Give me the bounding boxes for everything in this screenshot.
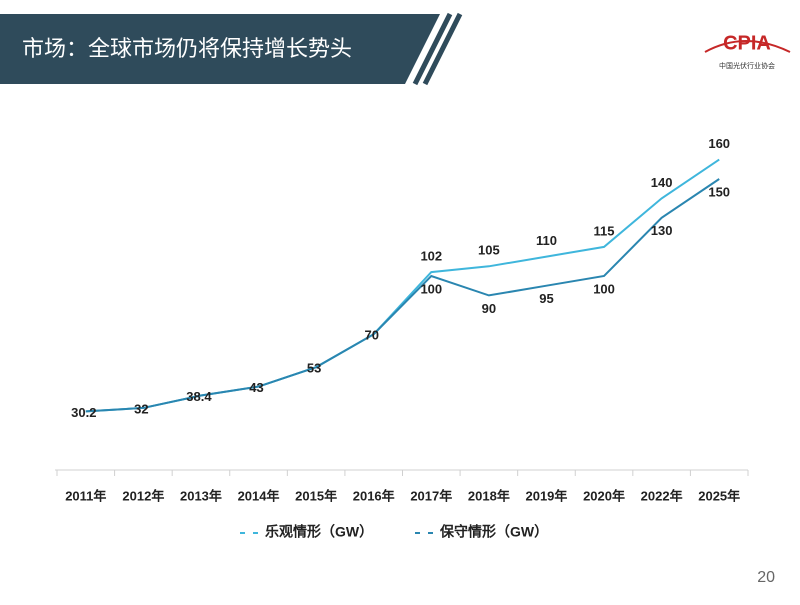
series-line bbox=[85, 158, 720, 413]
logo-name: CPIA bbox=[723, 32, 771, 54]
x-tick-label: 2013年 bbox=[180, 488, 222, 503]
data-label: 70 bbox=[364, 328, 378, 343]
legend-label: 乐观情形（GW） bbox=[265, 524, 373, 540]
data-label: 43 bbox=[249, 380, 263, 395]
data-label: 105 bbox=[478, 243, 500, 258]
logo-org: 中国光伏行业协会 bbox=[719, 61, 775, 70]
data-label: 115 bbox=[594, 223, 615, 238]
x-tick-label: 2017年 bbox=[410, 488, 452, 503]
data-label: 90 bbox=[482, 301, 496, 316]
data-label: 140 bbox=[651, 175, 673, 190]
data-label: 102 bbox=[420, 249, 442, 264]
x-tick-label: 2022年 bbox=[641, 488, 683, 503]
x-tick-label: 2020年 bbox=[583, 488, 625, 503]
legend-label: 保守情形（GW） bbox=[439, 524, 548, 540]
data-label: 160 bbox=[708, 136, 730, 151]
data-label: 30.2 bbox=[71, 405, 96, 420]
data-label: 110 bbox=[536, 233, 557, 248]
page-number: 20 bbox=[757, 569, 775, 586]
data-label: 53 bbox=[307, 361, 321, 376]
x-tick-label: 2012年 bbox=[122, 488, 164, 503]
x-tick-label: 2015年 bbox=[295, 488, 337, 503]
data-label: 130 bbox=[651, 223, 673, 238]
data-label: 150 bbox=[708, 184, 730, 199]
x-tick-label: 2016年 bbox=[353, 488, 395, 503]
logo-arc bbox=[704, 40, 791, 53]
x-tick-label: 2018年 bbox=[468, 488, 510, 503]
x-tick-label: 2011年 bbox=[65, 488, 106, 503]
data-label: 95 bbox=[539, 291, 553, 306]
data-label: 100 bbox=[593, 281, 615, 296]
data-label: 100 bbox=[420, 281, 442, 296]
series-line bbox=[85, 178, 720, 413]
x-tick-label: 2019年 bbox=[525, 488, 567, 503]
data-label: 32 bbox=[134, 401, 148, 416]
slide-title: 市场：全球市场仍将保持增长势头 bbox=[22, 36, 352, 61]
header-stripes bbox=[412, 12, 463, 86]
x-tick-label: 2014年 bbox=[238, 488, 280, 503]
x-tick-label: 2025年 bbox=[698, 488, 740, 503]
data-label: 38.4 bbox=[186, 389, 212, 404]
header-banner bbox=[0, 14, 440, 84]
